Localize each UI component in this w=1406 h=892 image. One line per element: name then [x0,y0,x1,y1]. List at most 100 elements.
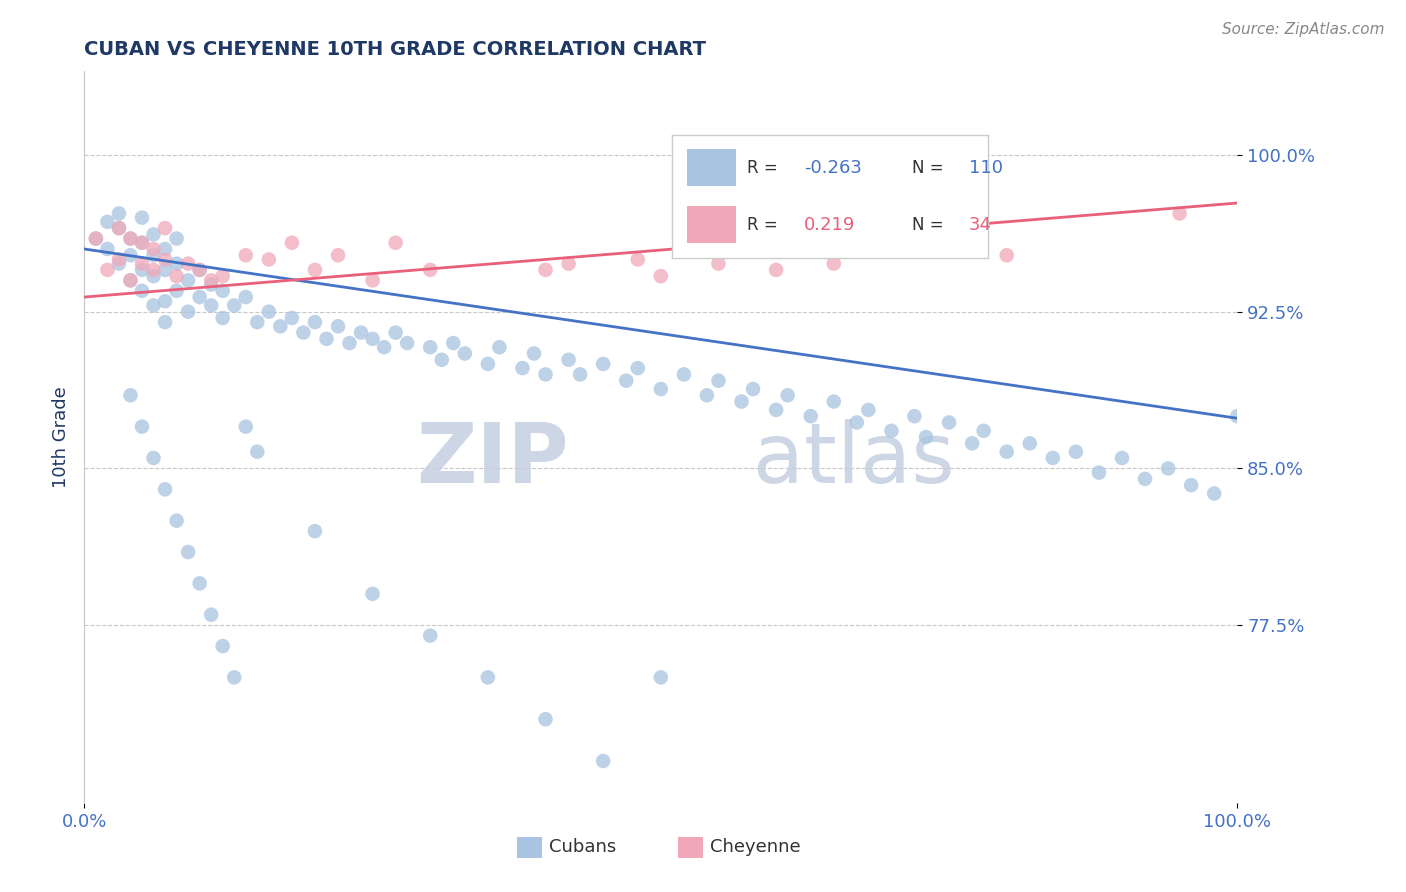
Text: R =: R = [748,159,783,177]
Point [396,336,419,351]
Bar [678,838,703,858]
Text: -0.263: -0.263 [804,159,862,177]
Point [166,284,188,298]
Point [257,304,280,318]
Text: N =: N = [911,216,949,234]
Bar [688,149,735,186]
Point [131,284,153,298]
Point [742,382,765,396]
Point [131,419,153,434]
Point [108,221,131,235]
Point [292,326,315,340]
Point [1204,486,1226,500]
Text: 34: 34 [969,216,991,234]
Text: 0.219: 0.219 [804,216,856,234]
Point [534,368,557,382]
Point [177,273,200,287]
Point [188,290,211,304]
Point [384,235,406,250]
Point [477,357,499,371]
Point [281,310,304,325]
Point [120,248,142,262]
Bar [688,206,735,244]
Y-axis label: 10th Grade: 10th Grade [52,386,70,488]
Point [373,340,395,354]
Point [131,257,153,271]
Point [419,340,441,354]
Point [454,346,477,360]
Point [800,409,823,424]
Point [142,263,165,277]
Point [153,294,176,309]
Point [96,215,118,229]
Point [523,346,546,360]
Point [281,235,304,250]
Point [166,269,188,284]
Point [1180,478,1202,492]
Point [534,263,557,277]
Text: 110: 110 [969,159,1002,177]
Point [707,257,730,271]
Point [650,382,672,396]
Point [315,332,337,346]
Point [304,263,326,277]
Point [200,607,222,622]
Text: Cheyenne: Cheyenne [710,838,801,856]
Point [823,257,845,271]
Bar [517,838,543,858]
Point [361,273,384,287]
Point [995,248,1018,262]
Point [1064,444,1087,458]
Text: CUBAN VS CHEYENNE 10TH GRADE CORRELATION CHART: CUBAN VS CHEYENNE 10TH GRADE CORRELATION… [84,39,706,59]
Point [120,231,142,245]
Point [730,394,752,409]
Point [224,670,246,684]
Point [326,319,349,334]
Point [650,670,672,684]
Point [235,419,257,434]
Point [1226,409,1249,424]
Point [200,277,222,292]
Point [304,315,326,329]
Point [823,394,845,409]
Point [211,284,233,298]
Point [188,576,211,591]
Point [166,257,188,271]
Point [246,444,269,458]
Point [96,242,118,256]
Point [108,252,131,267]
Point [915,430,938,444]
Point [995,444,1018,458]
Text: ZIP: ZIP [416,418,568,500]
Point [131,235,153,250]
Point [569,368,592,382]
Point [361,587,384,601]
Point [153,483,176,497]
Text: Source: ZipAtlas.com: Source: ZipAtlas.com [1222,22,1385,37]
Point [592,754,614,768]
Point [257,252,280,267]
Point [166,514,188,528]
Point [131,235,153,250]
Point [845,416,868,430]
Point [142,450,165,465]
Text: Cubans: Cubans [548,838,616,856]
Point [235,248,257,262]
Text: atlas: atlas [754,418,955,500]
Point [765,263,787,277]
Point [142,248,165,262]
Point [1133,472,1156,486]
Point [142,227,165,242]
Point [477,670,499,684]
Point [108,257,131,271]
Point [627,252,650,267]
Point [1111,450,1133,465]
Point [384,326,406,340]
Point [84,231,107,245]
Point [326,248,349,262]
Point [903,409,925,424]
Point [120,273,142,287]
Point [1018,436,1040,450]
Point [211,269,233,284]
Point [776,388,799,402]
